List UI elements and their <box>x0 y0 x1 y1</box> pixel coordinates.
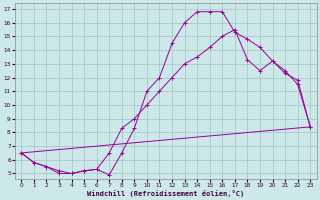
X-axis label: Windchill (Refroidissement éolien,°C): Windchill (Refroidissement éolien,°C) <box>87 190 244 197</box>
